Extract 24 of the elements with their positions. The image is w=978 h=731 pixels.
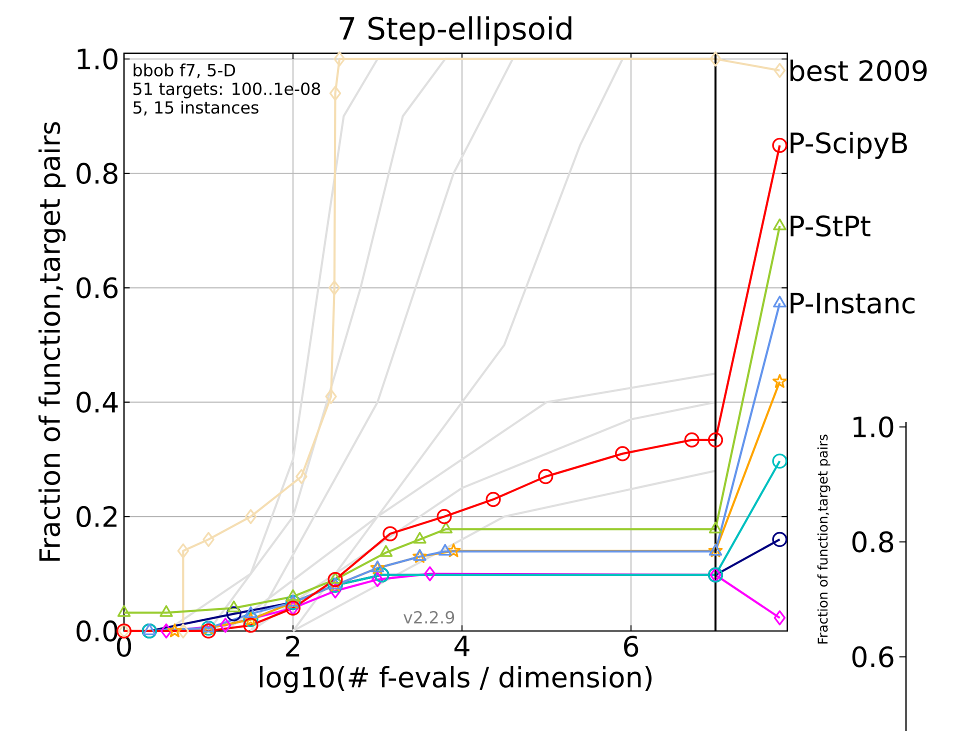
text: 0.6 <box>852 646 894 668</box>
x-tick-label: 2 <box>286 636 300 656</box>
text: 1.0 <box>854 416 894 438</box>
chart-title: 7 Step-ellipsoid <box>340 16 572 46</box>
series-label: P-Instanc <box>790 292 915 314</box>
series-label: best 2009 <box>790 60 927 82</box>
annotation: v2.2.9 <box>404 610 454 624</box>
annotation: 51 targets: 100..1e-08 <box>134 82 320 98</box>
y-tick-label: 0.6 <box>76 277 118 298</box>
annotation: 5, 15 instances <box>134 100 258 116</box>
annotation: bbob f7, 5-D <box>134 64 236 78</box>
text: Fraction of function,target pairs <box>817 434 830 644</box>
y-tick-label: 0.2 <box>76 506 116 528</box>
series-label: P-StPt <box>790 215 870 237</box>
y-axis-title: Fraction of function,target pairs <box>38 122 66 561</box>
y-tick-label: 0.0 <box>76 620 118 642</box>
text: 0.8 <box>852 531 894 552</box>
x-tick-label: 6 <box>624 636 638 657</box>
y-tick-label: 1.0 <box>78 48 118 70</box>
x-axis-title: log10(# f-evals / dimension) <box>260 666 652 694</box>
y-tick-label: 0.4 <box>76 392 118 413</box>
x-tick-label: 4 <box>454 636 470 656</box>
y-tick-label: 0.8 <box>76 162 118 184</box>
series-label: P-ScipyB <box>790 132 907 159</box>
